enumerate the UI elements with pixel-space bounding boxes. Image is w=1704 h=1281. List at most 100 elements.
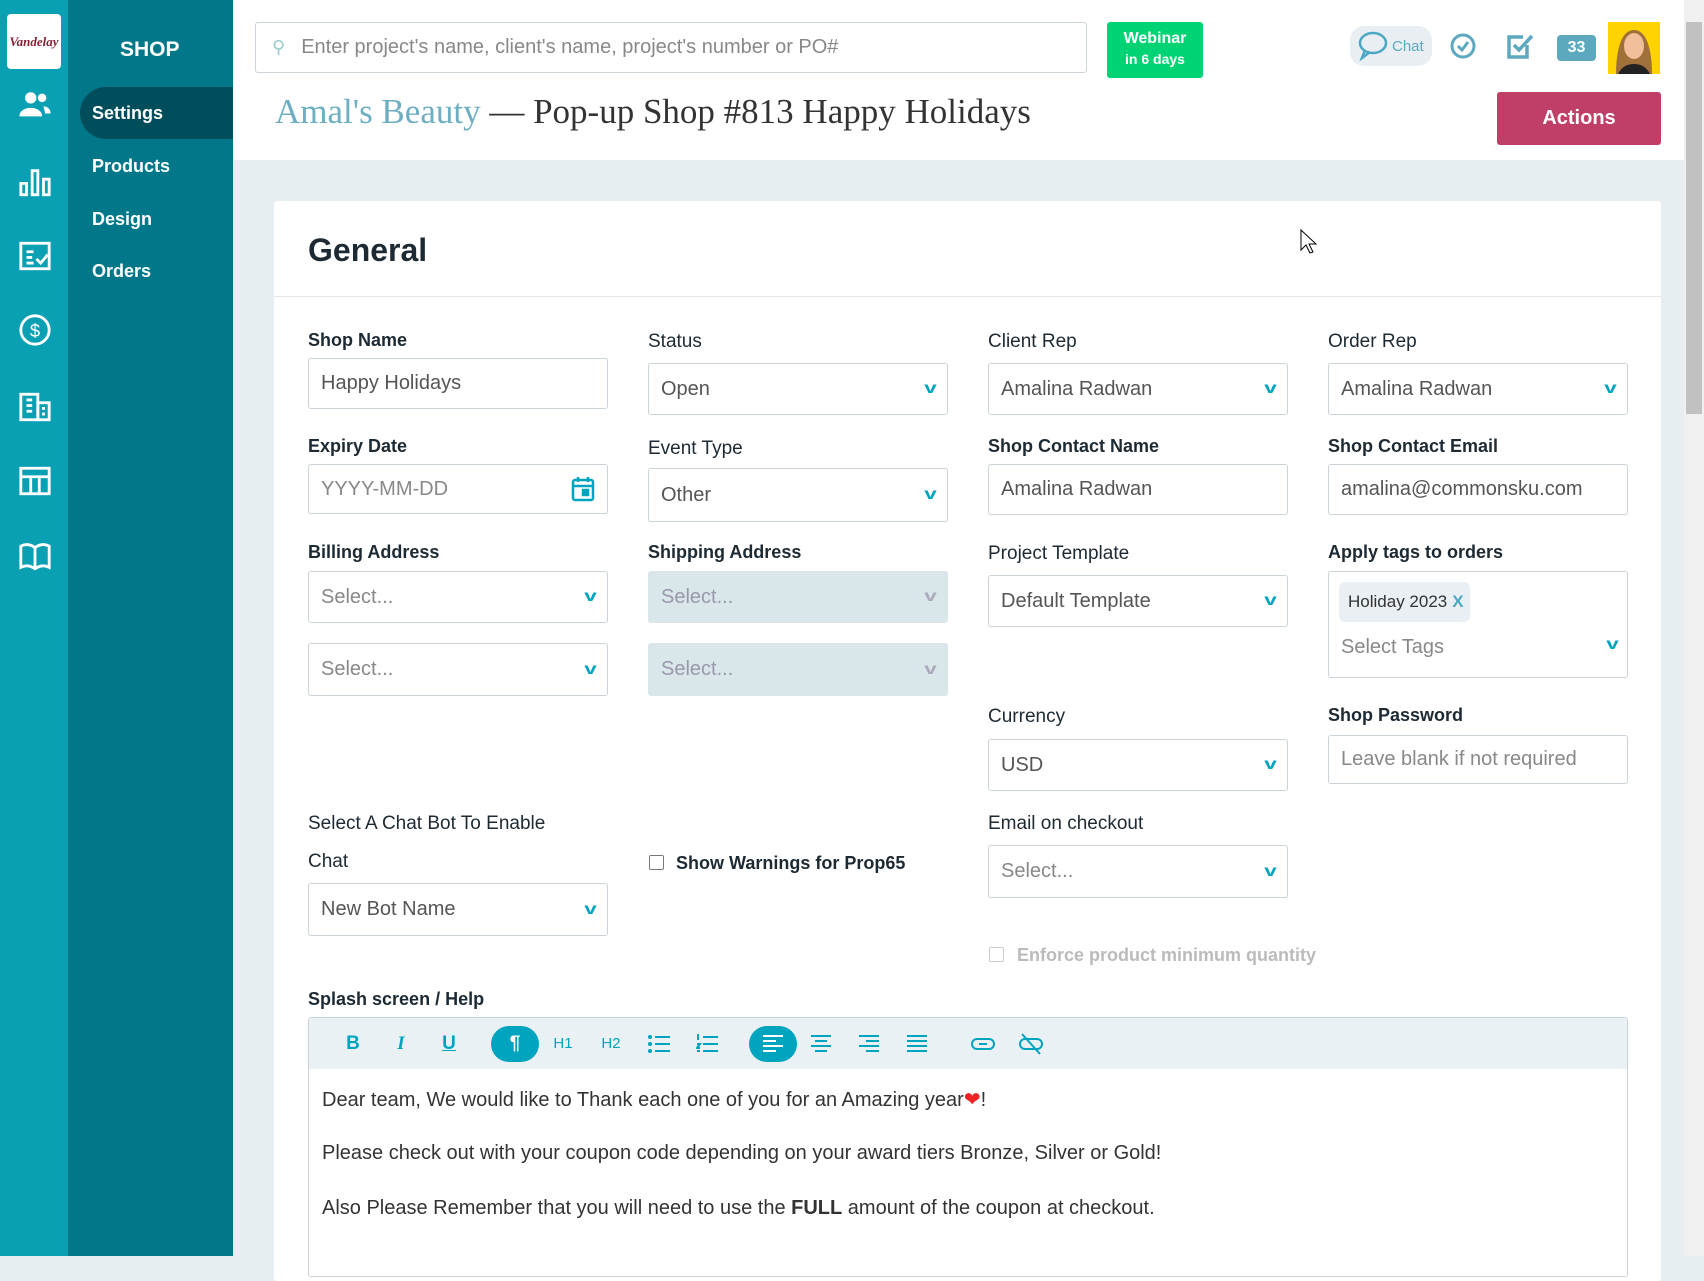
notification-badge[interactable]: 33 (1557, 35, 1596, 61)
search-input[interactable]: ⚲ Enter project's name, client's name, p… (255, 22, 1087, 73)
email-checkout-select[interactable]: Select... v (988, 845, 1288, 898)
chatbot-select[interactable]: New Bot Name v (308, 883, 608, 936)
expiry-date-input[interactable]: YYYY-MM-DD (308, 464, 608, 514)
tags-select[interactable]: Holiday 2023 X Select Tags v (1328, 571, 1628, 678)
shipping-contact-select[interactable]: Select... v (648, 643, 948, 696)
client-link[interactable]: Amal's Beauty (275, 92, 481, 131)
shipping-contact-placeholder: Select... (661, 658, 734, 680)
line1-text: Dear team, We would like to Thank each o… (322, 1089, 964, 1111)
calendar-icon[interactable] (571, 476, 595, 502)
splash-label: Splash screen / Help (308, 989, 485, 1009)
align-right-button[interactable] (845, 1026, 893, 1062)
currency-select[interactable]: USD v (988, 739, 1288, 791)
link-button[interactable] (959, 1026, 1007, 1062)
avatar[interactable] (1608, 22, 1660, 74)
nav-item-settings[interactable]: Settings (80, 87, 233, 139)
tag-chip: Holiday 2023 X (1339, 582, 1470, 622)
status-value: Open (661, 377, 710, 400)
divider (274, 296, 1661, 297)
shop-contact-email-label: Shop Contact Email (1328, 436, 1499, 456)
italic-button[interactable]: I (397, 1032, 405, 1054)
shop-name-label: Shop Name (308, 330, 408, 350)
project-template-label: Project Template (988, 543, 1130, 564)
heart-icon: ❤ (963, 1089, 981, 1111)
chevron-down-icon: v (1264, 862, 1277, 880)
editor-line-3[interactable]: Also Please Remember that you will need … (322, 1197, 1155, 1220)
icon-rail (0, 0, 68, 1256)
line3-b: amount of the coupon at checkout. (842, 1197, 1155, 1219)
webinar-button[interactable]: Webinar in 6 days (1107, 22, 1203, 78)
project-name: Pop-up Shop #813 Happy Holidays (533, 92, 1031, 131)
align-right-icon (859, 1034, 879, 1052)
bar-chart-icon[interactable] (18, 165, 52, 199)
company-logo[interactable]: Vandelay (7, 14, 61, 69)
shop-contact-name-input[interactable]: Amalina Radwan (988, 464, 1288, 515)
unlink-button[interactable] (1007, 1026, 1055, 1062)
numbered-list-button[interactable] (683, 1026, 731, 1062)
table-icon[interactable] (18, 464, 52, 498)
line3-a: Also Please Remember that you will need … (322, 1197, 792, 1219)
tag-label: Holiday 2023 (1348, 592, 1448, 611)
editor-toolbar: B I U ¶ H1 H2 (309, 1018, 1627, 1069)
svg-text:$: $ (30, 320, 40, 341)
shop-password-input[interactable]: Leave blank if not required (1328, 735, 1628, 784)
shop-contact-email-input[interactable]: amalina@commonsku.com (1328, 464, 1628, 515)
event-type-label: Event Type (648, 438, 743, 459)
tags-placeholder: Select Tags (1341, 636, 1445, 658)
status-select[interactable]: Open v (648, 363, 948, 415)
client-rep-select[interactable]: Amalina Radwan v (988, 363, 1288, 415)
event-type-select[interactable]: Other v (648, 468, 948, 522)
project-template-select[interactable]: Default Template v (988, 575, 1288, 627)
billing-address-select[interactable]: Select... v (308, 571, 608, 623)
speech-bubble-icon (1358, 31, 1388, 61)
book-icon[interactable] (18, 539, 52, 573)
currency-label: Currency (988, 706, 1066, 727)
scrollbar-thumb[interactable] (1686, 22, 1702, 414)
actions-button[interactable]: Actions (1497, 92, 1661, 145)
webinar-title: Webinar (1123, 30, 1187, 47)
nav-item-design[interactable]: Design (92, 209, 153, 229)
line1-end: ! (980, 1089, 987, 1111)
align-left-button[interactable] (749, 1025, 797, 1062)
bullet-list-button[interactable] (635, 1026, 683, 1062)
shop-password-label: Shop Password (1328, 705, 1464, 725)
status-label: Status (648, 331, 702, 352)
checklist-icon[interactable] (18, 239, 52, 273)
align-center-button[interactable] (797, 1026, 845, 1062)
expiry-date-label: Expiry Date (308, 436, 408, 456)
underline-button[interactable]: U (442, 1032, 456, 1054)
email-checkout-label: Email on checkout (988, 813, 1144, 834)
task-check-icon[interactable] (1505, 31, 1535, 61)
shop-name-input[interactable]: Happy Holidays (308, 358, 608, 409)
justify-button[interactable] (893, 1026, 941, 1062)
shipping-address-select[interactable]: Select... v (648, 571, 948, 623)
section-nav (68, 0, 233, 1256)
h1-button[interactable]: H1 (553, 1035, 573, 1052)
chat-button[interactable]: Chat (1350, 26, 1432, 66)
billing-contact-select[interactable]: Select... v (308, 643, 608, 696)
nav-item-products[interactable]: Products (92, 156, 171, 176)
billing-contact-placeholder: Select... (321, 658, 394, 680)
dollar-icon[interactable]: $ (18, 313, 52, 347)
nav-item-orders[interactable]: Orders (92, 261, 152, 281)
section-title: SHOP (120, 38, 180, 61)
users-icon[interactable] (18, 88, 52, 122)
title-separator: — (480, 92, 534, 131)
shop-contact-name-label: Shop Contact Name (988, 436, 1160, 456)
clock-check-icon[interactable] (1449, 32, 1477, 60)
chevron-down-icon: v (924, 660, 937, 678)
webinar-sub: in 6 days (1125, 51, 1185, 67)
enforce-min-qty-checkbox[interactable] (989, 947, 1004, 962)
contact-email-value: amalina@commonsku.com (1341, 478, 1583, 500)
prop65-checkbox[interactable] (649, 855, 664, 870)
tag-remove-button[interactable]: X (1452, 592, 1464, 611)
order-rep-select[interactable]: Amalina Radwan v (1328, 363, 1628, 415)
paragraph-button[interactable]: ¶ (491, 1025, 539, 1062)
numbered-list-icon (696, 1033, 718, 1052)
editor-line-1[interactable]: Dear team, We would like to Thank each o… (322, 1087, 986, 1112)
building-icon[interactable] (18, 390, 52, 424)
h2-button[interactable]: H2 (601, 1035, 621, 1052)
editor-line-2[interactable]: Please check out with your coupon code d… (322, 1142, 1162, 1164)
bold-button[interactable]: B (346, 1032, 360, 1054)
contact-name-value: Amalina Radwan (1001, 478, 1153, 500)
